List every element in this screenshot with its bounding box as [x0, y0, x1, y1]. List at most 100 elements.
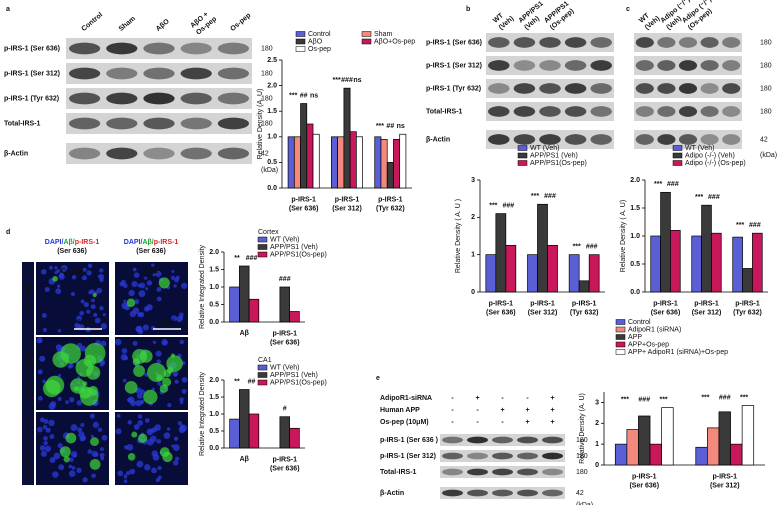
blot-row-label: p-IRS-1 (Tyr 632) [426, 85, 481, 92]
nucleus [171, 269, 175, 274]
nucleus [55, 288, 62, 295]
nucleus [49, 457, 56, 464]
nucleus [87, 263, 93, 269]
blot-band [722, 37, 741, 48]
nucleus [71, 466, 76, 470]
kda-label: 180 [261, 45, 273, 52]
nucleus [65, 400, 69, 405]
significance: ### [708, 194, 720, 201]
nucleus [87, 449, 93, 454]
panel-letter: d [6, 229, 10, 236]
blot-band [442, 489, 463, 497]
nucleus [38, 339, 42, 343]
nucleus [163, 432, 171, 440]
significance: ### [638, 396, 650, 403]
treatment-sign: - [501, 419, 504, 426]
blot-band [657, 60, 676, 71]
x-tick-label: p-IRS-1 (Ser 636) [629, 473, 659, 489]
nucleus [179, 339, 184, 345]
nucleus [157, 475, 162, 480]
bar [505, 244, 517, 293]
bar [661, 407, 674, 466]
y-tick-label: 2.0 [267, 82, 277, 89]
blot-band [68, 147, 101, 160]
significance: *** [531, 193, 539, 200]
nucleus [179, 316, 184, 320]
blot-band [517, 436, 538, 444]
blot-band [678, 60, 698, 71]
y-tick-label: 0 [595, 462, 599, 469]
nucleus [155, 350, 162, 357]
x-tick-label: p-IRS-1 (Ser 312) [332, 196, 362, 212]
blot-band [590, 83, 612, 94]
blot-band [467, 489, 488, 497]
nucleus [128, 289, 135, 297]
micrograph [115, 262, 188, 335]
nucleus [70, 450, 78, 458]
nucleus [57, 373, 62, 378]
nucleus [180, 401, 184, 405]
nucleus [152, 340, 157, 344]
nucleus [133, 272, 140, 278]
blot-band [635, 134, 654, 145]
treatment-sign: + [475, 395, 479, 402]
legend-label: APP/PS1 (Veh) [270, 244, 318, 251]
y-tick-label: 1.5 [267, 108, 277, 115]
blot-band [539, 37, 561, 48]
nucleus [68, 470, 76, 477]
blot-row-label: p-IRS-1 (Ser 636 ) [380, 437, 438, 444]
nucleus [48, 402, 56, 410]
plaque [158, 277, 170, 289]
significance: *** [489, 202, 497, 209]
lane-label: WT(Veh) [492, 8, 515, 31]
blot-band [539, 60, 561, 71]
blot-band [106, 42, 138, 55]
y-tick-label: 2 [595, 420, 599, 427]
bar [399, 133, 407, 189]
bar [386, 162, 394, 189]
kda-label: 42 [261, 150, 269, 157]
legend-swatch [615, 349, 626, 355]
nucleus [70, 424, 78, 432]
stain-part: Aβ/ [63, 239, 74, 246]
bar [495, 213, 507, 293]
legend-label: AβO [308, 38, 323, 45]
y-tick-label: 2.0 [630, 177, 640, 184]
nucleus [122, 378, 127, 383]
nucleus [150, 325, 156, 331]
plaque [162, 377, 172, 387]
blot-band [722, 106, 741, 117]
nucleus [49, 434, 55, 440]
blot-row-label: p-IRS-1 (Ser 312) [380, 453, 436, 460]
blot-band [517, 468, 538, 476]
bar [356, 136, 363, 189]
y-tick-label: 1.0 [630, 233, 640, 240]
y-tick-label: 2 [471, 214, 475, 221]
x-tick-label: p-IRS-1 (Ser 636) [289, 196, 319, 212]
scale-bar-label: 50μM [156, 319, 174, 326]
nucleus [132, 307, 140, 314]
blot-band [564, 37, 587, 48]
nucleus [173, 436, 179, 441]
blot-band [106, 92, 138, 105]
stain-part: Aβ/ [142, 239, 153, 246]
nucleus [91, 473, 96, 479]
nucleus [152, 273, 156, 277]
legend-swatch [615, 319, 626, 325]
nucleus [181, 282, 188, 289]
x-tick-label: p-IRS-1 (Ser 636) [486, 300, 516, 316]
blot-band [488, 134, 510, 145]
plaque [70, 378, 86, 394]
y-axis-label: Relative Integrated Density [199, 371, 206, 456]
bar [279, 416, 290, 449]
nucleus [78, 431, 85, 438]
nucleus [71, 274, 77, 280]
nucleus [120, 353, 128, 361]
significance: *** [736, 222, 744, 229]
plaque [126, 298, 136, 308]
nucleus [89, 413, 95, 419]
bar [485, 254, 497, 293]
bar [707, 427, 720, 466]
nucleus [137, 328, 144, 335]
blot-band [467, 436, 488, 444]
